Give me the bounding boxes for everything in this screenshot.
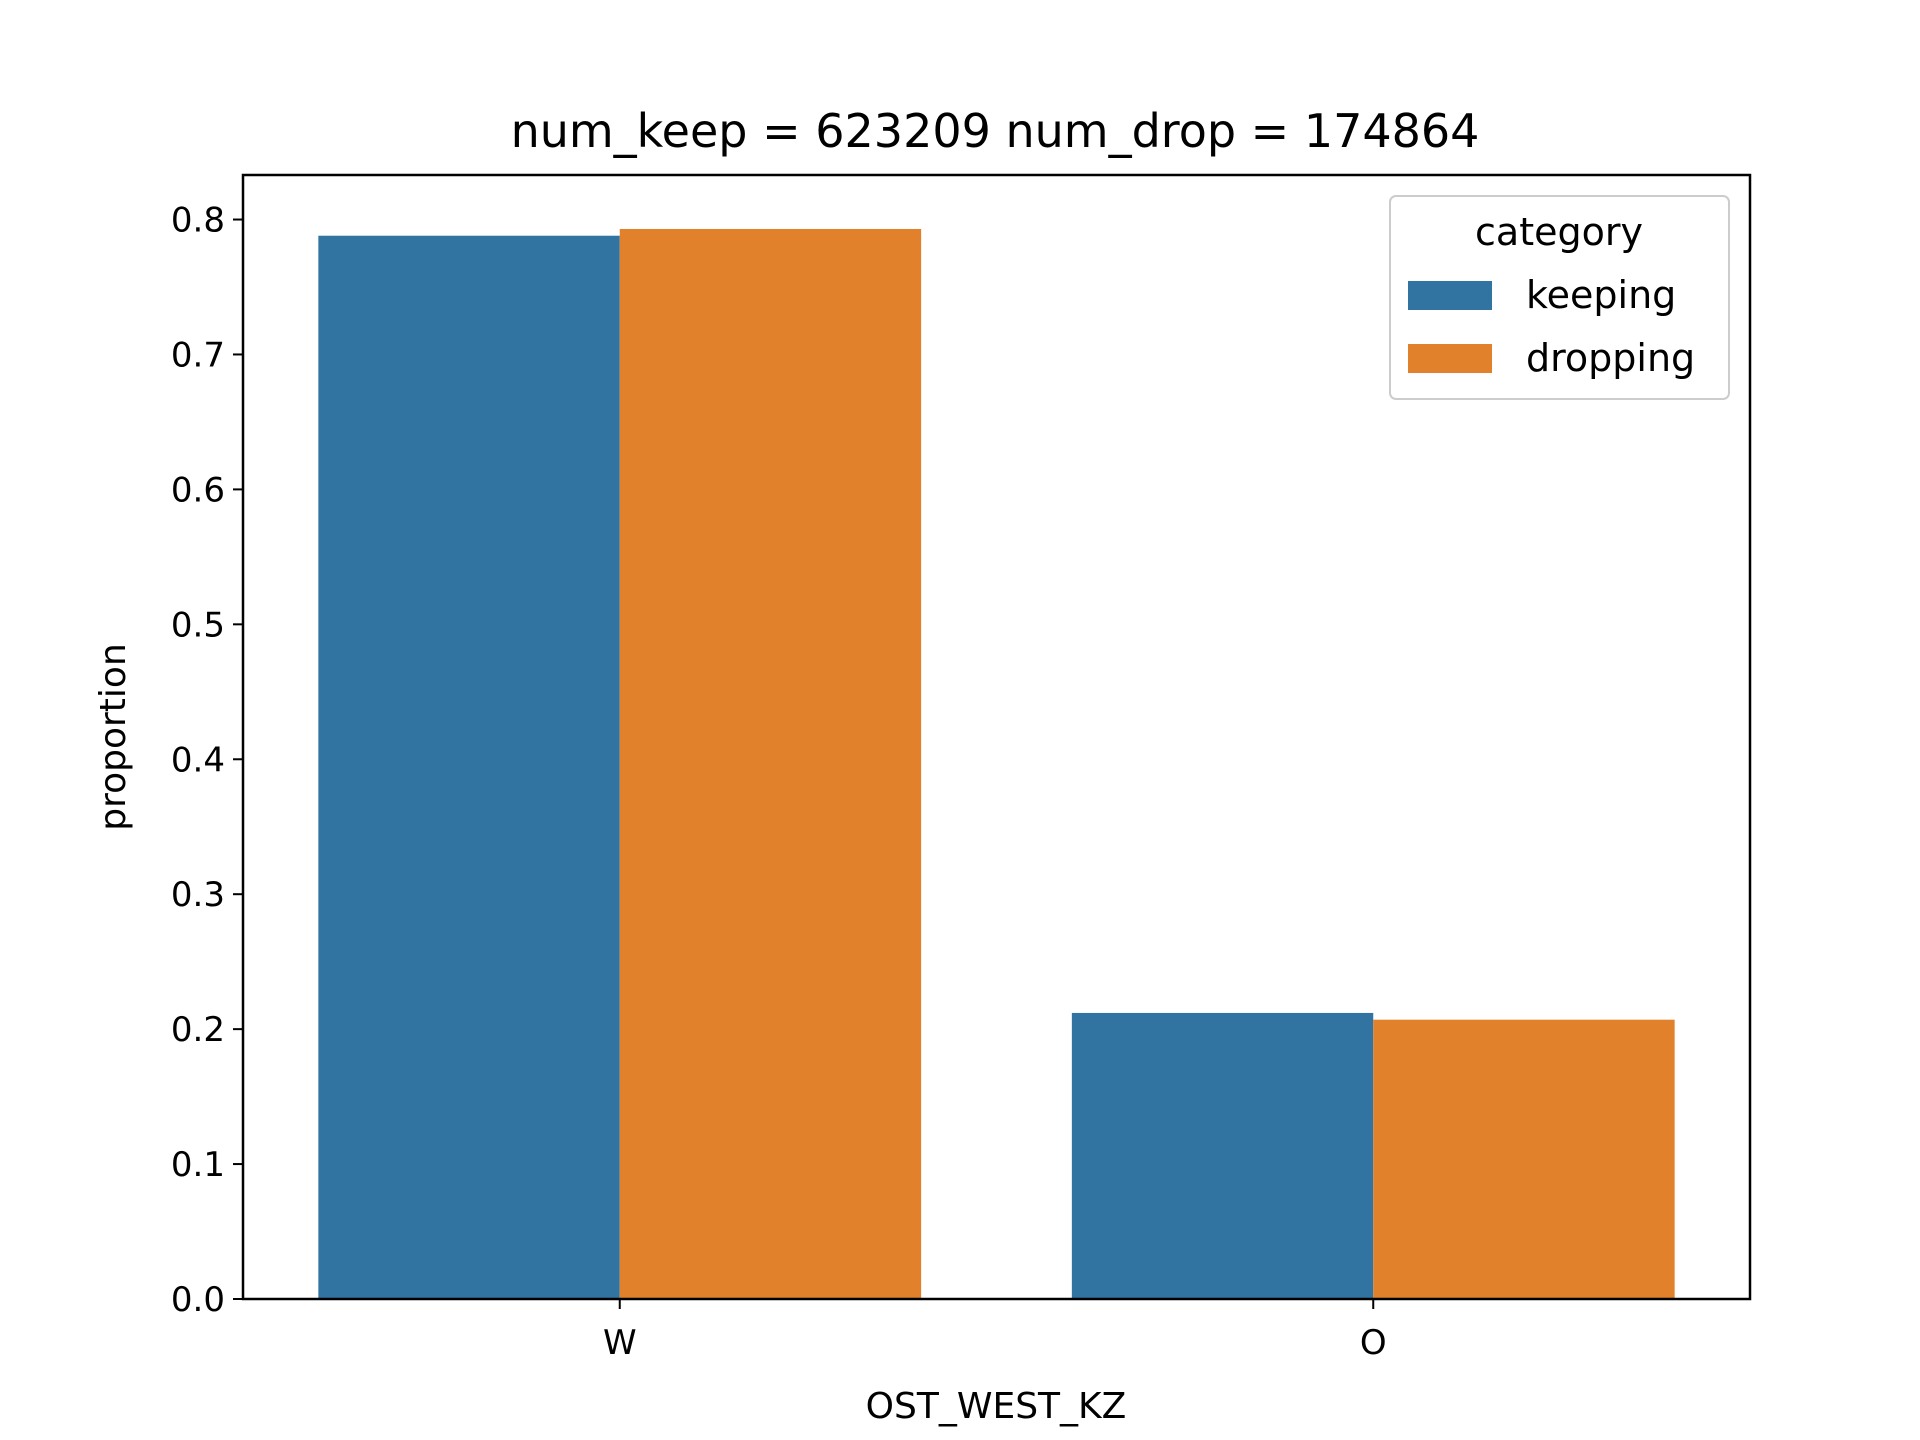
plot-frame bbox=[241, 173, 1752, 1301]
legend-swatch-dropping bbox=[1408, 344, 1492, 373]
legend-title: category bbox=[1475, 210, 1643, 254]
legend-label-dropping: dropping bbox=[1526, 336, 1695, 380]
y-tick-label: 0.2 bbox=[171, 1010, 225, 1050]
y-tick-label: 0.8 bbox=[171, 201, 225, 241]
y-tick-label: 0.5 bbox=[171, 605, 225, 645]
legend-label-keeping: keeping bbox=[1526, 273, 1676, 317]
y-tick-label: 0.3 bbox=[171, 875, 225, 915]
y-tick-label: 0.4 bbox=[171, 740, 225, 780]
y-axis-label: proportion bbox=[93, 643, 134, 831]
bar-keeping-W bbox=[318, 235, 620, 1299]
chart-title: num_keep = 623209 num_drop = 174864 bbox=[511, 104, 1480, 158]
bar-dropping-W bbox=[619, 228, 922, 1299]
x-tick-label-O: O bbox=[1360, 1323, 1387, 1363]
bars-group bbox=[318, 228, 1675, 1299]
bar-keeping-O bbox=[1071, 1012, 1374, 1299]
y-axis-ticks: 0.0 0.1 0.2 0.3 0.4 0.5 0.6 0.7 0.8 bbox=[171, 201, 243, 1320]
legend: category keeping dropping bbox=[1389, 195, 1730, 400]
legend-swatch-keeping bbox=[1408, 281, 1492, 310]
bar-dropping-O bbox=[1373, 1019, 1675, 1299]
y-tick-label: 0.7 bbox=[171, 335, 225, 375]
y-tick-label: 0.6 bbox=[171, 470, 225, 510]
x-tick-label-W: W bbox=[603, 1323, 637, 1363]
y-tick-label: 0.1 bbox=[171, 1145, 225, 1185]
y-tick-label: 0.0 bbox=[171, 1280, 225, 1320]
x-axis-label: OST_WEST_KZ bbox=[866, 1386, 1127, 1427]
